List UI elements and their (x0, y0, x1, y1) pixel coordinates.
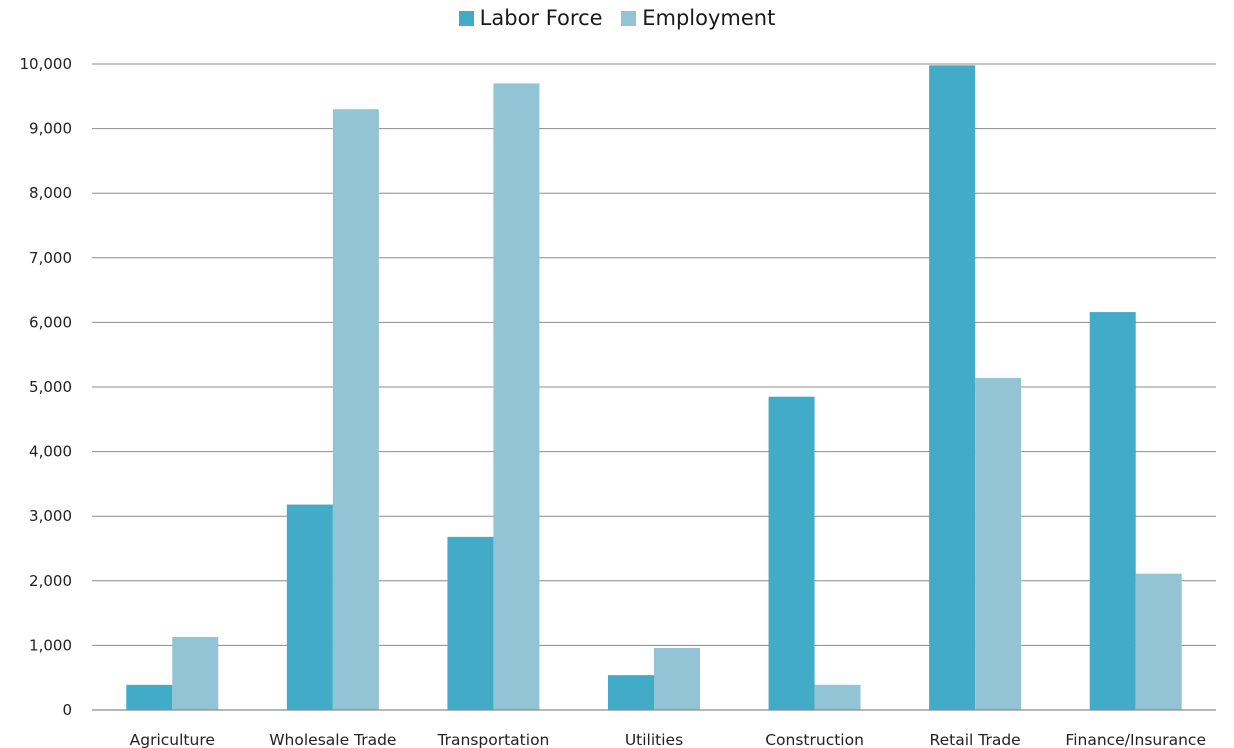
axes: 0 1,000 2,000 3,000 4,000 5,000 6,000 7,000 8,00… (20, 55, 1216, 748)
x-tick-label: Agriculture (130, 731, 215, 748)
y-tick-label: 2,000 (29, 572, 72, 590)
x-tick-label: Finance/Insurance (1065, 731, 1206, 748)
y-tick-label: 6,000 (29, 313, 72, 331)
bar-employment (172, 637, 219, 710)
bar-labor-force (447, 536, 494, 710)
legend-item-labor-force: Labor Force (458, 6, 603, 30)
legend-swatch-employment (621, 11, 637, 26)
y-tick-label: 9,000 (29, 120, 72, 138)
y-tick-label: 7,000 (29, 249, 72, 267)
x-tick-label: Utilities (625, 731, 683, 748)
bar-employment (814, 684, 861, 710)
bars (126, 65, 1182, 711)
x-tick-label: Wholesale Trade (269, 731, 396, 748)
bar-labor-force (126, 684, 173, 710)
y-tick-label: 1,000 (29, 636, 72, 654)
bar-labor-force (608, 675, 654, 710)
legend-label-employment: Employment (642, 6, 776, 30)
y-tick-label: 4,000 (29, 443, 72, 461)
x-tick-label: Transportation (436, 731, 549, 748)
legend: Labor Force Employment (0, 6, 1234, 30)
bar-labor-force (1089, 312, 1136, 710)
legend-item-employment: Employment (621, 6, 775, 30)
y-tick-label: 8,000 (29, 184, 72, 202)
y-tick-label: 0 (62, 701, 72, 719)
bar-labor-force (286, 504, 333, 710)
y-tick-label: 3,000 (29, 507, 72, 525)
legend-swatch-labor-force (458, 11, 474, 26)
gridlines (92, 63, 1216, 646)
bar-employment (1135, 573, 1182, 710)
bar-employment (975, 377, 1022, 710)
bar-employment (332, 109, 379, 711)
y-tick-label: 10,000 (20, 55, 73, 73)
bar-labor-force (929, 65, 976, 711)
y-tick-label: 5,000 (29, 378, 72, 396)
legend-label-labor-force: Labor Force (479, 6, 603, 30)
x-tick-label: Retail Trade (930, 731, 1021, 748)
bar-labor-force (768, 396, 815, 710)
bar-employment (654, 647, 700, 710)
bar-employment (493, 83, 540, 710)
x-tick-label: Construction (765, 731, 864, 748)
